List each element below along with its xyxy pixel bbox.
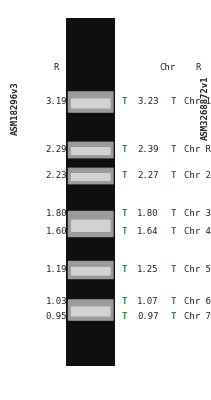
Text: 0.95: 0.95	[46, 312, 67, 321]
Text: 2.29: 2.29	[46, 146, 67, 154]
Bar	[66, 18, 115, 366]
Text: 3.23: 3.23	[137, 98, 158, 106]
FancyBboxPatch shape	[71, 173, 111, 181]
Text: T: T	[122, 172, 127, 180]
Text: T: T	[122, 312, 127, 321]
Text: T: T	[122, 98, 127, 106]
Text: 1.07: 1.07	[137, 298, 158, 306]
Text: T: T	[170, 228, 176, 236]
FancyBboxPatch shape	[68, 299, 114, 321]
Text: 1.60: 1.60	[46, 228, 67, 236]
Text: 1.03: 1.03	[46, 298, 67, 306]
Text: T: T	[122, 266, 127, 274]
FancyBboxPatch shape	[71, 220, 111, 232]
Text: Chr 3: Chr 3	[184, 209, 211, 218]
Text: T: T	[170, 172, 176, 180]
Text: T: T	[122, 298, 127, 306]
Text: Chr 4: Chr 4	[184, 228, 211, 236]
Text: Chr 1: Chr 1	[184, 98, 211, 106]
Text: ASM3268872v1: ASM3268872v1	[201, 76, 210, 140]
Text: T: T	[122, 209, 127, 218]
Text: Chr 5: Chr 5	[184, 266, 211, 274]
Text: Chr 7: Chr 7	[184, 312, 211, 321]
Text: 1.64: 1.64	[137, 228, 158, 236]
Text: R: R	[54, 64, 59, 72]
Text: T: T	[170, 209, 176, 218]
Text: 0.97: 0.97	[137, 312, 158, 321]
Text: T: T	[170, 312, 176, 321]
Text: T: T	[122, 228, 127, 236]
Text: 1.25: 1.25	[137, 266, 158, 274]
Text: T: T	[170, 98, 176, 106]
Text: Chr: Chr	[160, 64, 176, 72]
FancyBboxPatch shape	[71, 267, 111, 276]
FancyBboxPatch shape	[68, 261, 114, 279]
Text: 2.23: 2.23	[46, 172, 67, 180]
Text: T: T	[170, 146, 176, 154]
Text: ASM18296v3: ASM18296v3	[11, 81, 20, 135]
FancyBboxPatch shape	[68, 142, 114, 158]
FancyBboxPatch shape	[71, 98, 111, 108]
Text: Chr 6: Chr 6	[184, 298, 211, 306]
FancyBboxPatch shape	[71, 306, 111, 316]
Text: 1.80: 1.80	[137, 209, 158, 218]
Text: 3.19: 3.19	[46, 98, 67, 106]
Text: R: R	[196, 64, 201, 72]
Text: Chr R: Chr R	[184, 146, 211, 154]
Text: 1.19: 1.19	[46, 266, 67, 274]
Text: 2.27: 2.27	[137, 172, 158, 180]
FancyBboxPatch shape	[71, 147, 111, 155]
Text: T: T	[170, 298, 176, 306]
Text: 1.80: 1.80	[46, 209, 67, 218]
Text: 2.39: 2.39	[137, 146, 158, 154]
FancyBboxPatch shape	[68, 211, 114, 237]
FancyBboxPatch shape	[68, 168, 114, 184]
Text: T: T	[170, 266, 176, 274]
Text: Chr 2: Chr 2	[184, 172, 211, 180]
FancyBboxPatch shape	[68, 91, 114, 113]
Text: T: T	[122, 146, 127, 154]
